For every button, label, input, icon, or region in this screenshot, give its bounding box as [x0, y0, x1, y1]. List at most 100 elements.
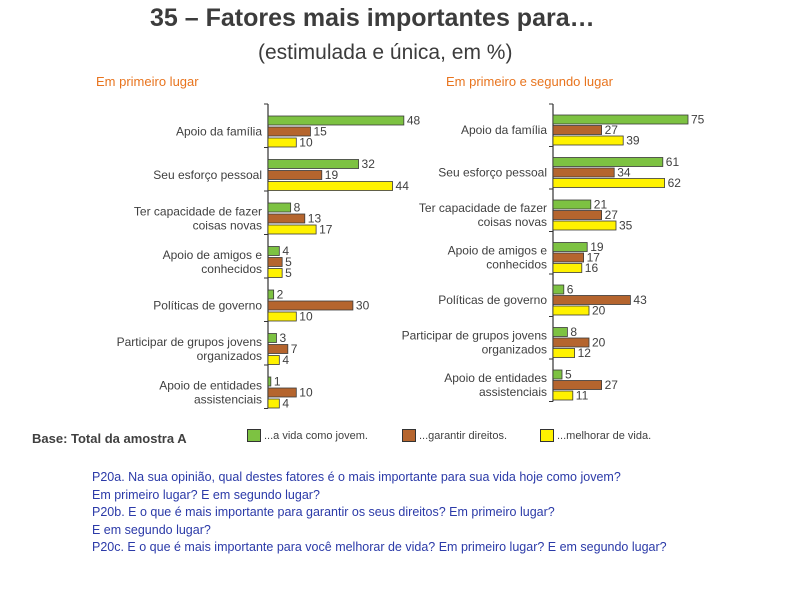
category-label: Seu esforço pessoal [438, 166, 547, 180]
bar [267, 333, 277, 343]
panel-title-first-second: Em primeiro e segundo lugar [446, 74, 613, 89]
data-label: 20 [592, 336, 606, 350]
bar [267, 126, 311, 137]
bar [267, 246, 280, 256]
category-label: assistenciais [479, 385, 547, 399]
bar [267, 257, 283, 267]
data-label: 27 [605, 378, 619, 392]
category-label: Seu esforço pessoal [153, 168, 262, 182]
bar [267, 268, 283, 278]
bar [267, 289, 275, 300]
category-label: conhecidos [486, 258, 547, 272]
legend-item-direitos: ...garantir direitos. [402, 429, 507, 442]
legend-item-jovem: ...a vida como jovem. [247, 429, 368, 442]
bar [267, 355, 280, 365]
data-label: 17 [319, 223, 333, 237]
category-label: Participar de grupos jovens [117, 335, 262, 349]
category-label: Ter capacidade de fazer [419, 201, 547, 215]
data-label: 20 [592, 304, 606, 318]
data-label: 11 [576, 389, 589, 403]
data-label: 5 [565, 368, 572, 382]
bar [552, 295, 631, 305]
question-line: Em primeiro lugar? E em segundo lugar? [92, 487, 320, 502]
data-label: 7 [291, 342, 298, 356]
bar [552, 157, 664, 167]
data-label: 35 [619, 219, 633, 233]
data-label: 10 [299, 136, 313, 150]
data-label: 39 [626, 134, 640, 148]
data-label: 8 [294, 201, 301, 215]
data-label: 4 [282, 353, 289, 367]
data-label: 10 [299, 310, 313, 324]
legend-swatch-yellow [540, 429, 554, 442]
bar [267, 387, 297, 398]
data-label: 5 [285, 266, 292, 280]
bar [552, 114, 689, 125]
bar [552, 210, 602, 220]
data-label: 12 [578, 346, 592, 360]
bar [552, 284, 565, 295]
question-line: P20a. Na sua opinião, qual destes fatore… [92, 470, 621, 484]
data-label: 30 [356, 299, 370, 313]
data-label: 17 [587, 251, 601, 265]
data-label: 75 [691, 113, 705, 127]
bar [552, 220, 617, 231]
data-label: 3 [279, 331, 286, 345]
data-label: 2 [277, 288, 284, 302]
data-label: 19 [590, 240, 604, 254]
bar [267, 224, 317, 235]
data-label: 44 [396, 179, 410, 193]
bar [552, 178, 665, 188]
category-label: coisas novas [193, 219, 262, 233]
data-label: 48 [407, 114, 421, 128]
bar [552, 305, 590, 316]
bar [552, 125, 602, 135]
bar [267, 398, 280, 409]
data-label: 15 [313, 125, 327, 139]
data-label: 27 [605, 123, 619, 137]
legend-swatch-green [247, 429, 261, 442]
question-line: P20c. E o que é mais importante para voc… [92, 540, 667, 554]
category-label: organizados [482, 343, 547, 357]
legend-label-jovem: ...a vida como jovem. [264, 429, 368, 442]
question-line: E em segundo lugar? [92, 522, 211, 537]
data-label: 5 [285, 255, 292, 269]
bar [552, 327, 568, 337]
data-label: 34 [617, 166, 631, 180]
category-label: assistenciais [194, 393, 262, 407]
data-label: 27 [605, 208, 619, 222]
data-label: 13 [308, 212, 322, 226]
base-label: Base: Total da amostra A [32, 431, 187, 446]
chart-subtitle: (estimulada e única, em %) [258, 41, 513, 64]
bar [267, 181, 393, 191]
legend-swatch-brown [402, 429, 416, 442]
bar [552, 135, 624, 146]
data-label: 8 [570, 325, 577, 339]
category-label: Apoio de entidades [444, 371, 547, 385]
data-label: 61 [666, 155, 680, 169]
chart-title: 35 – Fatores mais importantes para… [150, 4, 595, 32]
data-label: 16 [585, 261, 599, 275]
bar [267, 213, 306, 224]
data-label: 62 [668, 176, 682, 190]
bar [552, 348, 576, 358]
category-label: Apoio de entidades [159, 379, 262, 393]
panel-title-first: Em primeiro lugar [96, 74, 199, 89]
category-label: Políticas de governo [153, 299, 262, 313]
bar [267, 115, 405, 126]
data-label: 10 [299, 386, 313, 400]
data-label: 4 [282, 244, 289, 258]
bar [267, 202, 292, 213]
category-label: Apoio de amigos e [448, 244, 548, 258]
category-label: Participar de grupos jovens [402, 329, 547, 343]
bar [552, 167, 615, 178]
data-label: 6 [567, 283, 574, 297]
data-label: 19 [325, 168, 339, 182]
category-label: Apoio de amigos e [163, 248, 263, 262]
data-label: 4 [282, 397, 289, 411]
category-label: Ter capacidade de fazer [134, 205, 262, 219]
category-label: Políticas de governo [438, 293, 547, 307]
data-label: 21 [594, 198, 608, 212]
category-label: conhecidos [201, 262, 262, 276]
